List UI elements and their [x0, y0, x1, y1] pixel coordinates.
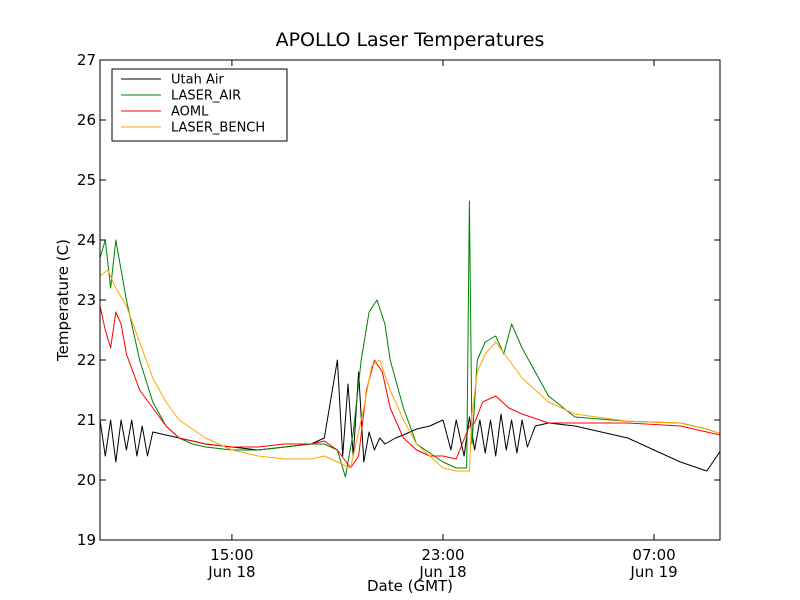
legend-label-laser-bench: LASER_BENCH — [171, 121, 265, 136]
y-tick-label: 25 — [77, 171, 96, 189]
series-line-aoml — [100, 305, 720, 469]
x-tick-label-time: 23:00 — [421, 546, 464, 564]
x-axis-label: Date (GMT) — [367, 577, 453, 595]
legend-box — [111, 68, 288, 142]
y-tick-label: 20 — [77, 471, 96, 489]
y-tick-label: 24 — [77, 231, 96, 249]
series-line-laser-bench — [100, 269, 720, 472]
x-tick-label-date: Jun 18 — [418, 563, 466, 581]
y-tick-label: 27 — [77, 51, 96, 69]
x-tick-label-time: 07:00 — [632, 546, 675, 564]
legend-label-aoml: AOML — [171, 105, 209, 120]
x-tick-label-date: Jun 18 — [207, 563, 255, 581]
x-tick-label-date: Jun 19 — [629, 563, 677, 581]
chart-title: APOLLO Laser Temperatures — [276, 29, 545, 51]
x-tick-label-time: 15:00 — [210, 546, 253, 564]
y-tick-label: 23 — [77, 291, 96, 309]
plot-frame — [99, 59, 721, 541]
series-line-utah-air — [100, 359, 720, 472]
legend-label-laser-air: LASER_AIR — [171, 89, 241, 104]
y-tick-label: 22 — [77, 351, 96, 369]
y-tick-label: 19 — [77, 531, 96, 549]
series-layer — [100, 200, 720, 478]
legend-label-utah-air: Utah Air — [171, 73, 224, 88]
y-axis-label: Temperature (C) — [54, 239, 72, 362]
y-tick-label: 21 — [77, 411, 96, 429]
y-tick-label: 26 — [77, 111, 96, 129]
